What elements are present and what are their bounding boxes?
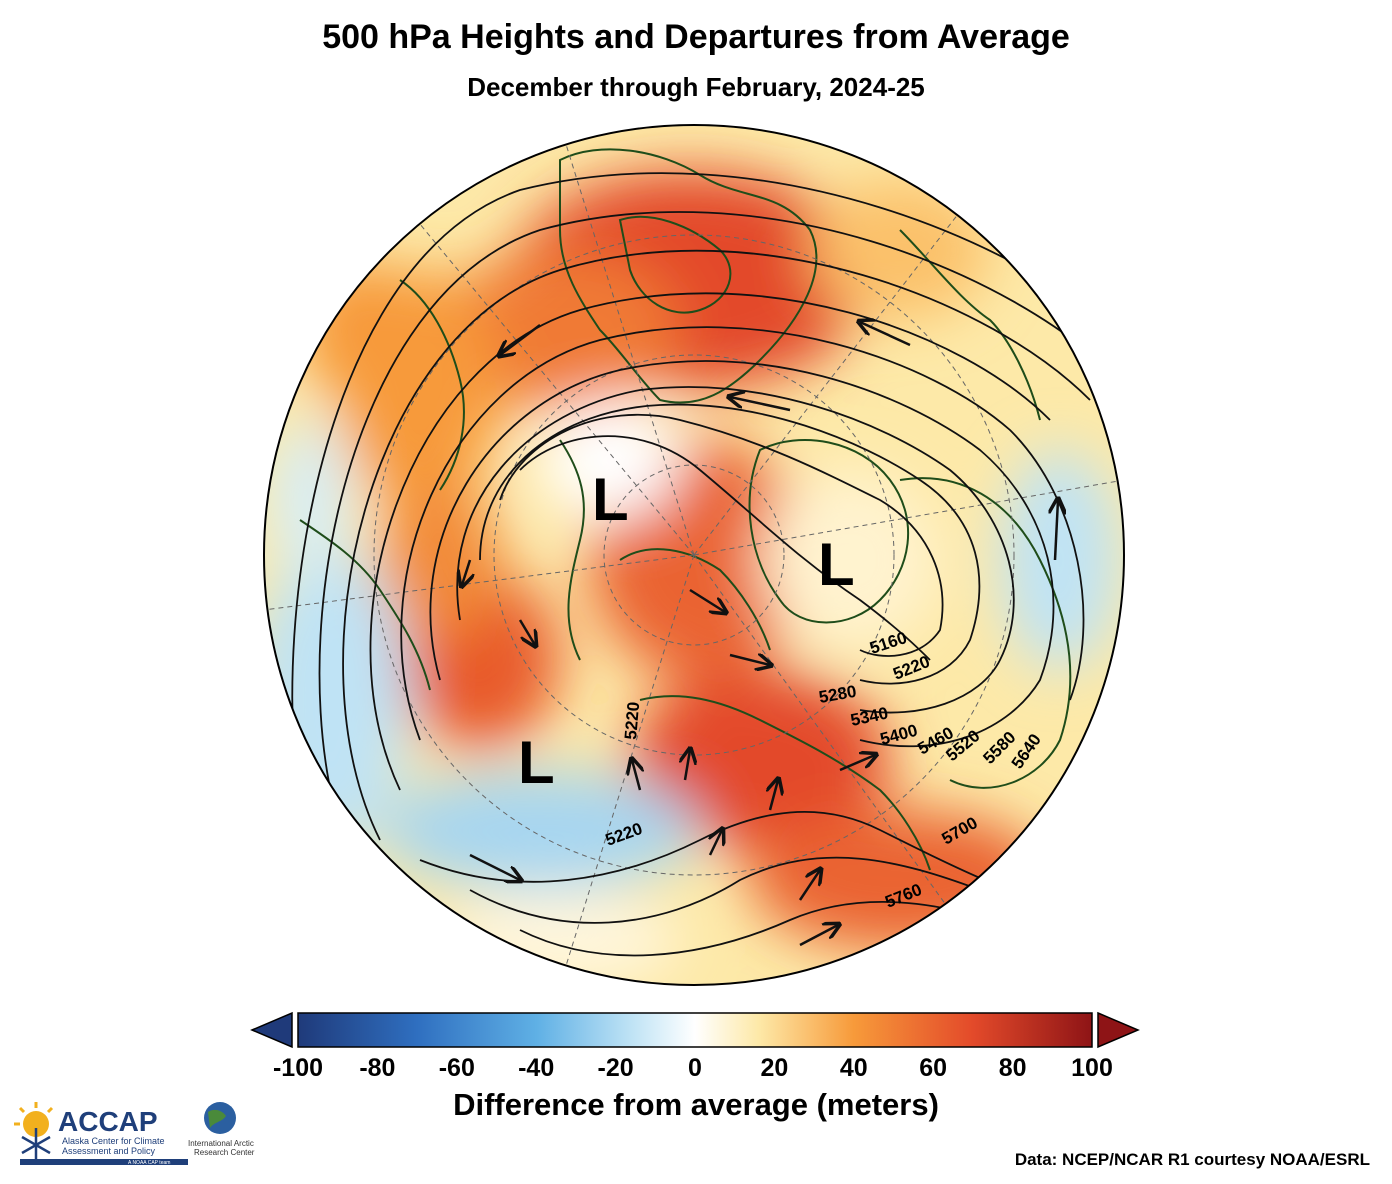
colorbar-tick-label: 80 — [998, 1054, 1027, 1082]
colorbar-tick-label: -80 — [359, 1054, 396, 1082]
map-title: 500 hPa Heights and Departures from Aver… — [322, 18, 1070, 56]
colorbar-gradient — [297, 1012, 1093, 1048]
colorbar-tick-label: -60 — [438, 1054, 475, 1082]
logo-line2: Assessment and Policy — [62, 1146, 156, 1156]
low-pressure-markers: L L L — [518, 466, 855, 796]
colorbar — [250, 1011, 1140, 1049]
contour-label: 5220 — [621, 701, 643, 740]
logo-name: ACCAP — [58, 1106, 158, 1137]
map-subtitle: December through February, 2024-25 — [467, 72, 925, 102]
low-marker: L — [818, 531, 855, 598]
sun-snowflake-icon — [14, 1102, 54, 1162]
colorbar-tick-label: 20 — [760, 1054, 789, 1082]
colorbar-tick-label: -40 — [518, 1054, 555, 1082]
height-contours — [291, 172, 1124, 957]
logo-line1: Alaska Center for Climate — [62, 1136, 165, 1146]
low-marker: L — [518, 729, 555, 796]
colorbar-tick-label: -100 — [272, 1054, 324, 1082]
partner-line1: International Arctic — [188, 1139, 254, 1148]
colorbar-tick-label: 40 — [839, 1054, 868, 1082]
globe-logo-icon — [204, 1102, 236, 1134]
flow-arrows — [462, 322, 1058, 947]
colorbar-tick-label: 0 — [688, 1054, 702, 1082]
colorbar-tick-label: 100 — [1071, 1054, 1113, 1082]
colorbar-tick-label: 60 — [919, 1054, 948, 1082]
partner-line2: Research Center — [194, 1148, 255, 1157]
colorbar-tick-label: -20 — [597, 1054, 634, 1082]
colorbar-title: Difference from average (meters) — [453, 1087, 939, 1122]
low-marker: L — [592, 466, 629, 533]
logo-tag: A NOAA CAP team — [128, 1160, 170, 1166]
accap-logo: ACCAP Alaska Center for Climate Assessme… — [8, 1100, 258, 1175]
data-credit: Data: NCEP/NCAR R1 courtesy NOAA/ESRL — [1014, 1150, 1370, 1169]
anomaly-field — [264, 125, 1124, 985]
globe-outline — [263, 124, 1125, 986]
colorbar-min-arrow — [250, 1011, 293, 1049]
polar-map: 5160 5220 5220 5220 5280 5340 5400 5460 … — [263, 124, 1125, 986]
colorbar-max-arrow — [1097, 1011, 1140, 1049]
